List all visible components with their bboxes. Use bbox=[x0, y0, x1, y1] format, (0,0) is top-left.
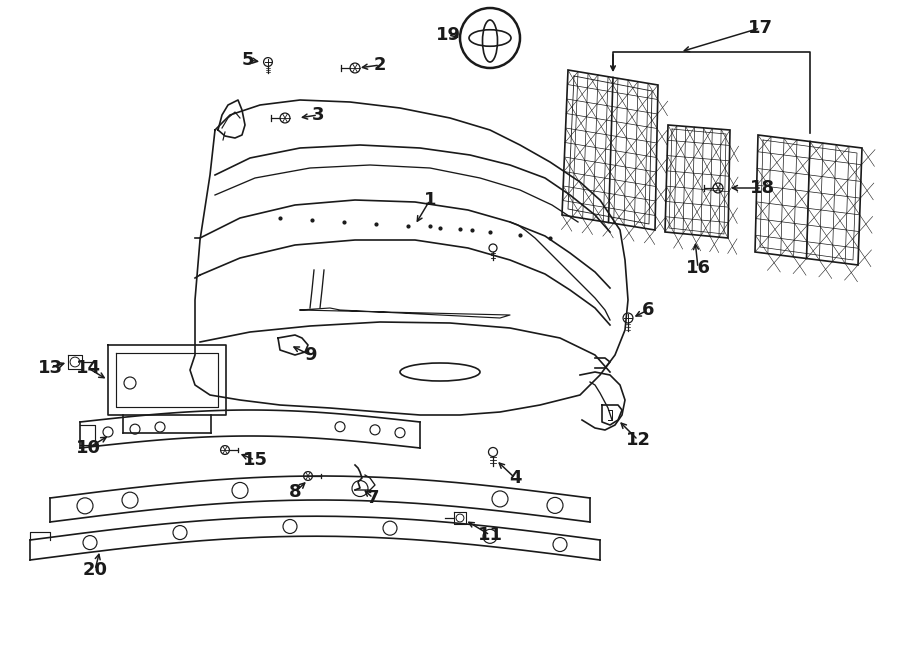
Text: 17: 17 bbox=[748, 19, 772, 37]
Text: 12: 12 bbox=[626, 431, 651, 449]
Text: 7: 7 bbox=[367, 489, 379, 507]
Text: 11: 11 bbox=[478, 526, 502, 544]
Text: 16: 16 bbox=[686, 259, 710, 277]
Text: 6: 6 bbox=[642, 301, 654, 319]
Text: 4: 4 bbox=[508, 469, 521, 487]
Text: 19: 19 bbox=[436, 26, 461, 44]
Text: 14: 14 bbox=[76, 359, 101, 377]
Text: 18: 18 bbox=[750, 179, 775, 197]
Text: 1: 1 bbox=[424, 191, 436, 209]
Text: 3: 3 bbox=[311, 106, 324, 124]
Text: 15: 15 bbox=[242, 451, 267, 469]
Text: 10: 10 bbox=[76, 439, 101, 457]
Text: 13: 13 bbox=[38, 359, 62, 377]
Text: 20: 20 bbox=[83, 561, 107, 579]
Text: 5: 5 bbox=[242, 51, 254, 69]
Text: 2: 2 bbox=[374, 56, 386, 74]
Text: 8: 8 bbox=[289, 483, 302, 501]
Text: 9: 9 bbox=[304, 346, 316, 364]
